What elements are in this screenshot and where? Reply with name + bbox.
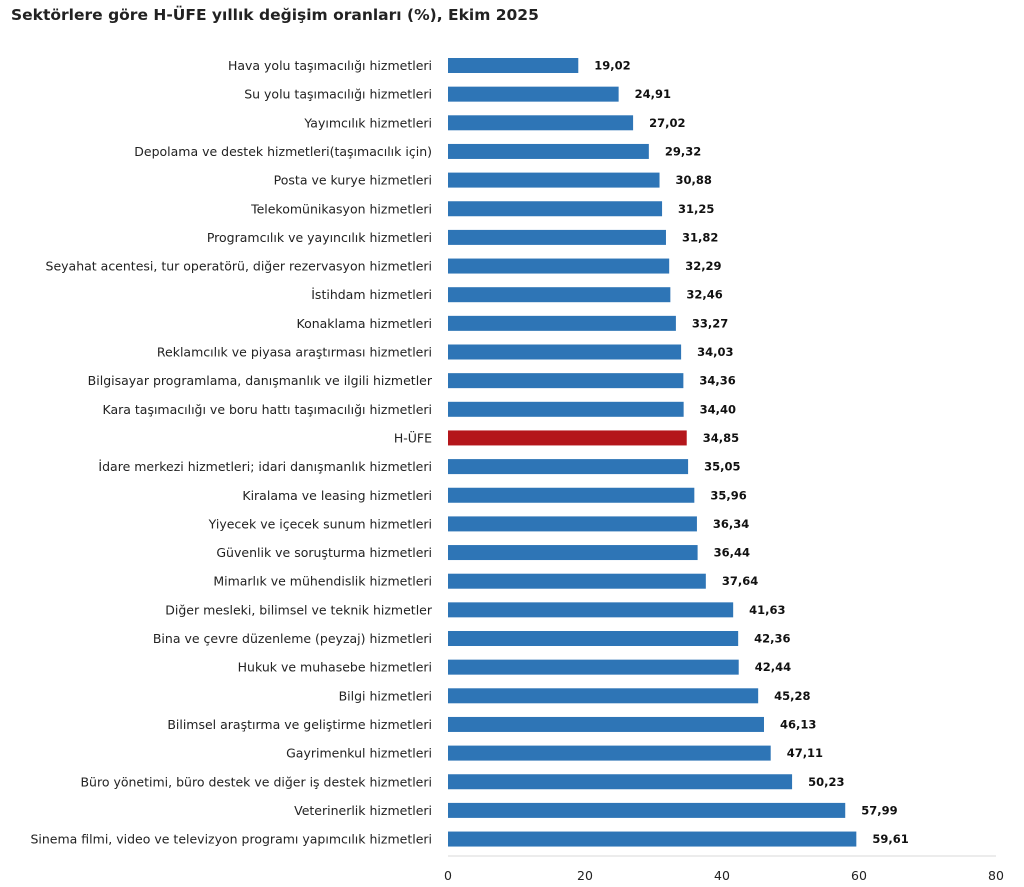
value-label: 35,96 [710,488,746,502]
value-label: 50,23 [808,775,844,789]
value-label: 42,44 [755,660,791,674]
value-label: 34,85 [703,431,739,445]
value-label: 59,61 [872,832,908,846]
category-label: Yiyecek ve içecek sunum hizmetleri [208,516,432,531]
bar [448,344,682,360]
bar [448,545,698,561]
category-label: H-ÜFE [394,429,432,445]
bar [448,602,734,618]
value-label: 36,44 [714,546,750,560]
value-label: 24,91 [635,87,671,101]
category-label: Seyahat acentesi, tur operatörü, diğer r… [46,259,432,274]
bar [448,115,634,131]
value-label: 57,99 [861,803,897,817]
category-label: Sinema filmi, video ve televizyon progra… [30,832,432,847]
bar [448,802,846,818]
value-label: 31,25 [678,202,714,216]
category-label: Hava yolu taşımacılığı hizmetleri [228,58,432,73]
value-label: 19,02 [594,59,630,73]
category-label: Bilimsel araştırma ve geliştirme hizmetl… [167,717,432,732]
x-tick-label: 40 [714,868,730,883]
value-label: 35,05 [704,460,740,474]
value-label: 32,29 [685,259,721,273]
value-label: 41,63 [749,603,785,617]
value-label: 42,36 [754,632,790,646]
category-label: Kiralama ve leasing hizmetleri [242,488,432,503]
bar [448,716,764,732]
category-label: Telekomünikasyon hizmetleri [250,201,432,216]
value-label: 30,88 [676,173,712,187]
bar [448,631,739,646]
category-label: Bilgisayar programlama, danışmanlık ve i… [88,373,433,388]
bar [448,201,663,217]
bar [448,774,793,790]
category-label: Programcılık ve yayıncılık hizmetleri [207,230,432,245]
category-label: Bilgi hizmetleri [339,688,432,703]
category-label: Bina ve çevre düzenleme (peyzaj) hizmetl… [153,631,432,646]
bar [448,315,676,331]
value-label: 33,27 [692,316,728,330]
category-label: Reklamcılık ve piyasa araştırması hizmet… [157,345,432,360]
x-tick-label: 0 [444,868,452,883]
bar [448,459,689,475]
category-label: Yayımcılık hizmetleri [303,115,432,130]
category-label: Veterinerlik hizmetleri [294,803,432,818]
bar [448,287,671,303]
category-label: Gayrimenkul hizmetleri [286,746,432,761]
value-label: 34,40 [700,402,736,416]
category-label: Su yolu taşımacılığı hizmetleri [244,87,432,102]
category-label: Güvenlik ve soruşturma hizmetleri [216,545,432,560]
x-tick-label: 20 [577,868,593,883]
value-label: 29,32 [665,144,701,158]
value-label: 34,36 [699,374,735,388]
category-label: İstihdam hizmetleri [311,287,432,302]
category-label: İdare merkezi hizmetleri; idari danışman… [98,459,432,474]
bar [448,831,857,847]
bar-highlight [448,430,687,446]
x-tick-label: 60 [851,868,867,883]
bar [448,373,684,389]
category-label: Depolama ve destek hizmetleri(taşımacılı… [134,144,432,159]
bar [448,745,771,761]
category-label: Posta ve kurye hizmetleri [274,173,432,188]
value-label: 31,82 [682,230,718,244]
value-label: 32,46 [686,288,722,302]
bars-layer [448,58,857,847]
bar [448,487,695,503]
bar [448,688,759,704]
bar [448,143,649,159]
value-label: 27,02 [649,116,685,130]
value-label: 34,03 [697,345,733,359]
bar [448,401,684,417]
value-labels: 19,02 24,91 27,02 29,32 30,88 31,25 31,82 32,29… [594,59,908,847]
category-label: Hukuk ve muhasebe hizmetleri [238,660,432,675]
value-label: 46,13 [780,717,816,731]
category-label: Diğer mesleki, bilimsel ve teknik hizmet… [165,602,433,617]
bar [448,258,670,274]
x-axis: 0 20 40 60 80 [444,855,1004,883]
category-label: Kara taşımacılığı ve boru hattı taşımacı… [102,402,432,417]
x-tick-label: 80 [988,868,1004,883]
value-label: 47,11 [787,746,823,760]
value-label: 37,64 [722,574,758,588]
chart-title: Sektörlere göre H-ÜFE yıllık değişim ora… [11,6,539,24]
value-label: 36,34 [713,517,749,531]
category-label: Konaklama hizmetleri [297,316,433,331]
bar [448,516,697,532]
value-label: 45,28 [774,689,810,703]
bar [448,86,619,102]
bar [448,229,666,245]
bar [448,58,579,73]
bar [448,573,706,589]
category-label: Mimarlık ve mühendislik hizmetleri [213,574,432,589]
bar [448,659,739,675]
category-labels: Hava yolu taşımacılığı hizmetleri Su yolu… [30,58,432,847]
category-label: Büro yönetimi, büro destek ve diğer iş d… [80,774,432,789]
bar [448,172,660,188]
